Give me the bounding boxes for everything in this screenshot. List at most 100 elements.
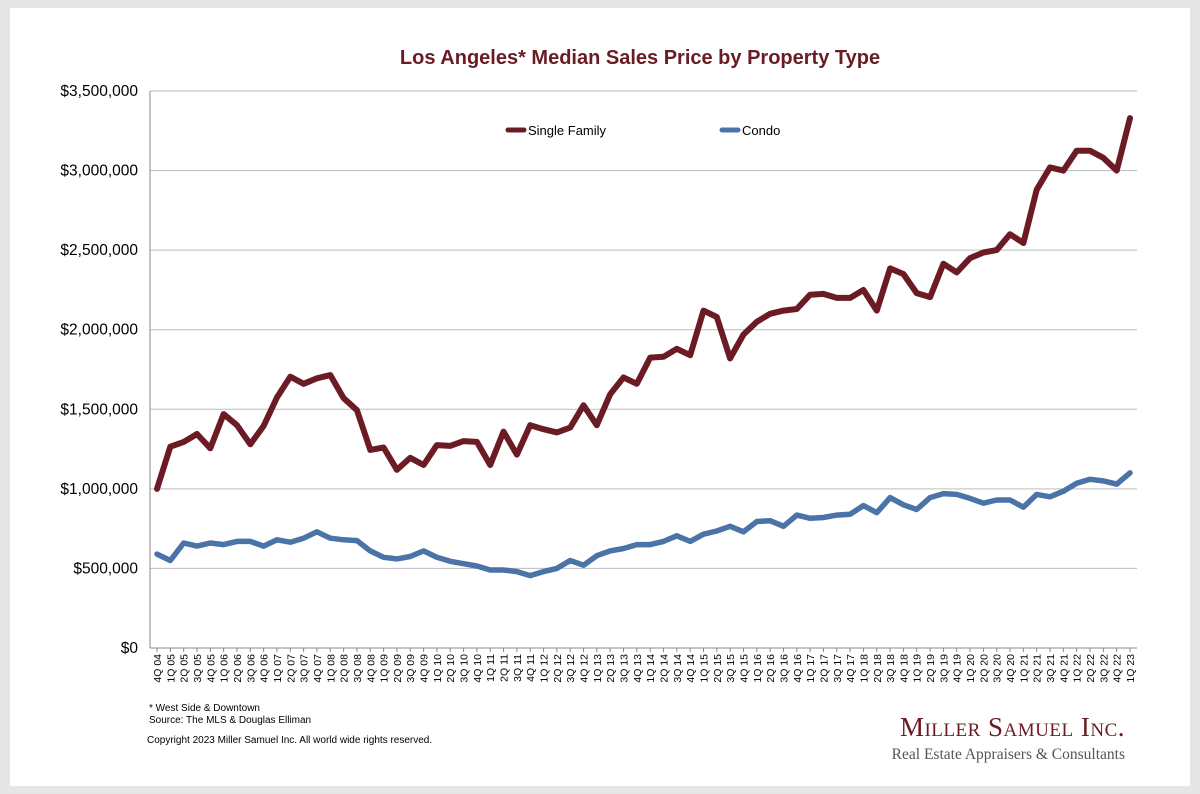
x-tick-label: 1Q 15 [698,654,710,683]
x-tick-label: 2Q 21 [1032,654,1044,683]
y-tick-label: $1,500,000 [60,401,138,418]
footnote-region-note: * West Side & Downtown [149,703,260,714]
x-tick-label: 4Q 04 [152,654,164,683]
x-tick-label: 1Q 10 [432,654,444,683]
x-tick-label: 2Q 05 [179,654,191,683]
y-tick-label: $1,000,000 [60,481,138,498]
x-tick-label: 3Q 20 [992,654,1004,683]
x-tick-label: 3Q 18 [885,654,897,683]
x-tick-label: 3Q 13 [619,654,631,683]
x-tick-label: 1Q 23 [1125,654,1137,683]
x-tick-label: 4Q 09 [419,654,431,683]
x-tick-label: 1Q 14 [645,654,657,683]
x-tick-label: 1Q 20 [965,654,977,683]
x-tick-label: 3Q 10 [459,654,471,683]
x-tick-label: 2Q 09 [392,654,404,683]
x-tick-label: 4Q 06 [259,654,271,683]
x-tick-label: 3Q 06 [245,654,257,683]
footnote-source: Source: The MLS & Douglas Elliman [149,715,312,726]
x-tick-label: 1Q 12 [539,654,551,683]
x-tick-label: 1Q 09 [379,654,391,683]
x-tick-label: 3Q 17 [832,654,844,683]
x-tick-label: 1Q 11 [485,654,497,682]
legend: Single Family Condo [505,123,780,138]
x-tick-label: 1Q 07 [272,654,284,683]
x-tick-label: 4Q 10 [472,654,484,683]
x-tick-label: 1Q 21 [1018,654,1030,683]
x-tick-label: 2Q 12 [552,654,564,683]
axes [149,91,1137,652]
x-tick-label: 2Q 08 [339,654,351,683]
x-tick-label: 4Q 14 [685,654,697,683]
x-tick-label: 4Q 15 [738,654,750,683]
x-tick-label: 4Q 17 [845,654,857,683]
x-tick-labels: 4Q 04 1Q 05 2Q 05 3Q 05 4Q 05 1Q 06 2Q 06 3Q 06… [152,654,1137,683]
x-tick-label: 1Q 19 [912,654,924,683]
x-tick-label: 2Q 16 [765,654,777,683]
x-tick-label: 1Q 17 [805,654,817,683]
x-tick-label: 3Q 14 [672,654,684,683]
x-tick-label: 2Q 14 [658,654,670,683]
x-tick-label: 4Q 18 [898,654,910,683]
x-tick-label: 3Q 05 [192,654,204,683]
x-tick-label: 1Q 22 [1072,654,1084,683]
x-tick-label: 2Q 18 [872,654,884,683]
x-tick-label: 4Q 19 [952,654,964,683]
x-tick-label: 1Q 18 [858,654,870,683]
line-chart: Los Angeles* Median Sales Price by Prope… [60,47,1137,683]
x-tick-label: 3Q 21 [1045,654,1057,683]
x-tick-label: 3Q 09 [405,654,417,683]
x-tick-label: 3Q 16 [778,654,790,683]
x-tick-label: 4Q 07 [312,654,324,683]
x-tick-label: 4Q 21 [1058,654,1070,683]
x-tick-label: 2Q 13 [605,654,617,683]
x-tick-label: 4Q 08 [365,654,377,683]
chart-title: Los Angeles* Median Sales Price by Prope… [400,47,880,69]
x-tick-label: 4Q 20 [1005,654,1017,683]
x-tick-label: 2Q 10 [445,654,457,683]
legend-label: Single Family [528,123,607,138]
x-tick-label: 1Q 16 [752,654,764,683]
y-tick-label: $2,000,000 [60,322,138,339]
x-tick-label: 4Q 16 [792,654,804,683]
x-tick-label: 2Q 19 [925,654,937,683]
series-line-single-family [154,115,1133,492]
series-line-condo [154,470,1133,579]
x-tick-label: 1Q 13 [592,654,604,683]
y-tick-label: $3,000,000 [60,163,138,180]
x-tick-label: 3Q 22 [1098,654,1110,683]
x-tick-label: 2Q 06 [232,654,244,683]
y-tick-labels: $0 $500,000 $1,000,000 $1,500,000 $2,000,000… [60,83,138,657]
x-tick-label: 2Q 17 [818,654,830,683]
x-tick-label: 4Q 11 [525,654,537,682]
x-tick-label: 4Q 05 [205,654,217,683]
footnote-copyright: Copyright 2023 Miller Samuel Inc. All wo… [147,735,433,746]
x-tick-label: 3Q 08 [352,654,364,683]
x-tick-label: 3Q 12 [565,654,577,683]
x-tick-label: 2Q 07 [285,654,297,683]
x-tick-label: 2Q 20 [978,654,990,683]
x-tick-label: 1Q 08 [325,654,337,683]
x-tick-label: 1Q 05 [165,654,177,683]
legend-label: Condo [742,123,780,138]
series-lines [154,115,1133,579]
x-tick-label: 2Q 15 [712,654,724,683]
x-tick-label: 3Q 19 [938,654,950,683]
brand-tagline: Real Estate Appraisers & Consultants [891,746,1125,763]
chart-card: Los Angeles* Median Sales Price by Prope… [10,8,1190,786]
y-tick-label: $3,500,000 [60,83,138,100]
y-tick-label: $500,000 [73,560,138,577]
x-tick-label: 1Q 06 [219,654,231,683]
x-tick-label: 3Q 07 [299,654,311,683]
x-tick-label: 2Q 22 [1085,654,1097,683]
y-tick-label: $0 [121,640,139,657]
y-tick-label: $2,500,000 [60,242,138,259]
x-tick-label: 2Q 11 [499,654,511,682]
x-tick-label: 3Q 15 [725,654,737,683]
x-tick-label: 3Q 11 [512,654,524,682]
brand-logo-name: Miller Samuel Inc. [899,712,1125,742]
x-tick-label: 4Q 13 [632,654,644,683]
gridlines [150,90,1137,569]
x-tick-label: 4Q 22 [1112,654,1124,683]
x-tick-label: 4Q 12 [579,654,591,683]
